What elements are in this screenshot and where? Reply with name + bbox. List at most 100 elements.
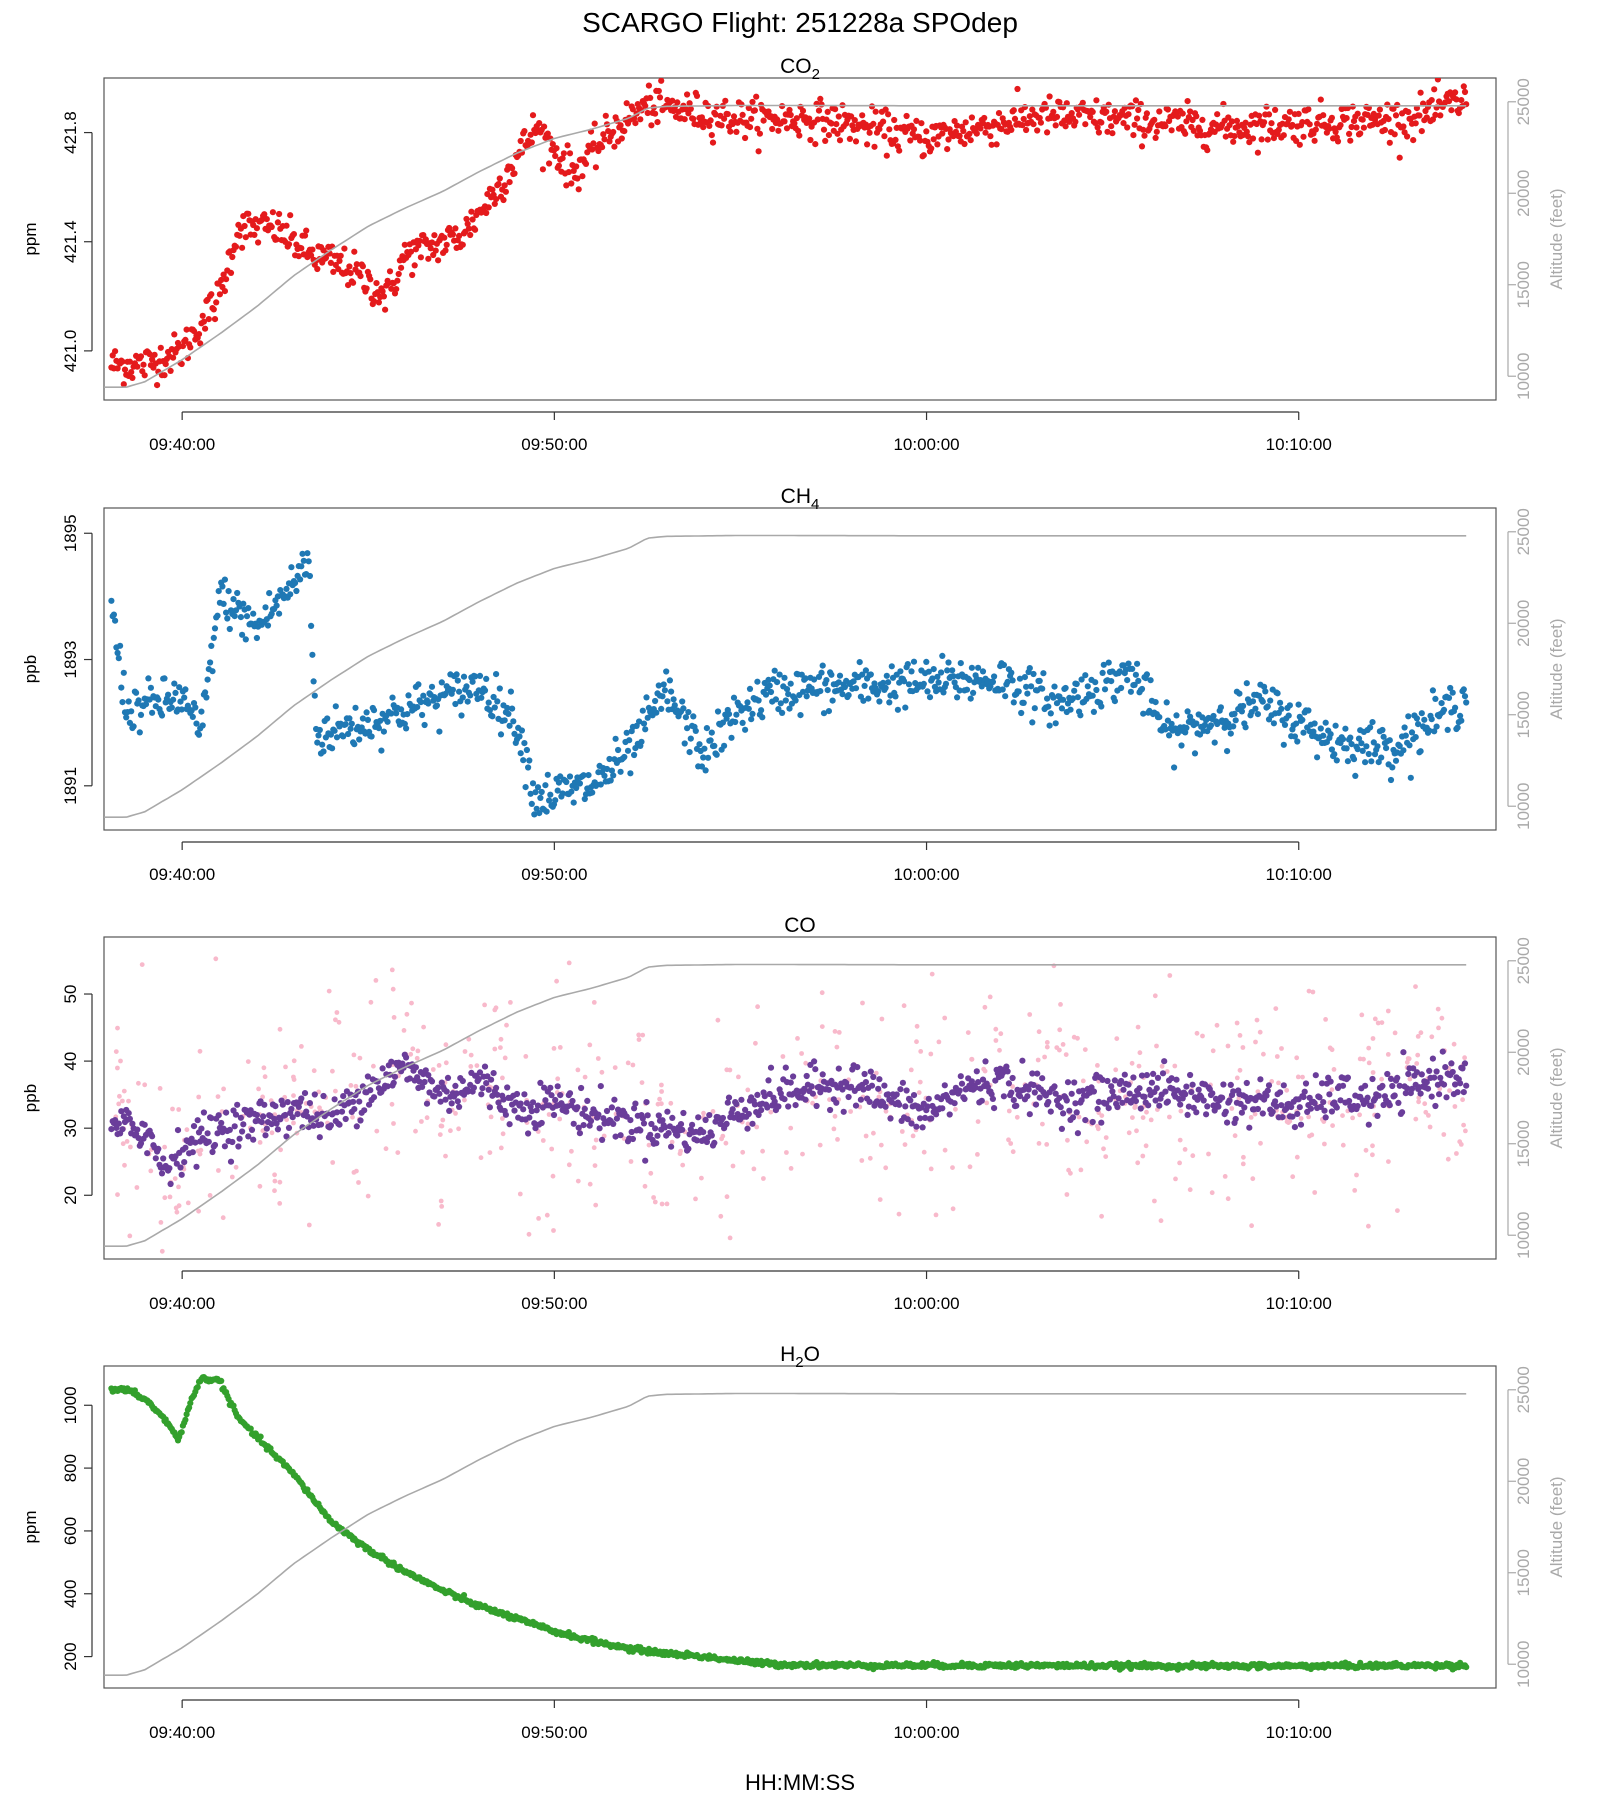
data-point <box>801 1085 808 1092</box>
raw-data-point <box>291 1093 296 1098</box>
altitude-axis-label: Altitude (feet) <box>1547 618 1566 719</box>
data-point <box>115 1120 122 1127</box>
data-point <box>597 781 604 788</box>
data-point <box>1196 731 1204 738</box>
raw-data-point <box>330 1068 335 1074</box>
data-point <box>476 1069 484 1076</box>
raw-data-point <box>1234 1075 1240 1081</box>
data-point <box>231 1123 238 1130</box>
raw-data-point <box>373 978 379 983</box>
data-point <box>452 700 459 708</box>
data-point <box>712 111 719 118</box>
data-point <box>917 137 924 144</box>
data-point <box>529 1099 537 1106</box>
data-point <box>1390 105 1397 112</box>
data-point <box>183 326 190 333</box>
data-point <box>1109 1088 1116 1095</box>
data-point <box>1440 1081 1448 1088</box>
raw-data-point <box>760 1148 765 1154</box>
data-point <box>1103 108 1110 115</box>
data-point <box>677 1121 685 1128</box>
data-point <box>705 754 712 761</box>
data-point <box>1052 720 1059 727</box>
data-point <box>1068 1090 1075 1097</box>
data-point <box>1380 1101 1387 1109</box>
raw-data-point <box>333 1017 338 1023</box>
raw-data-point <box>158 1220 164 1225</box>
data-point <box>639 1115 646 1122</box>
data-point <box>1021 674 1028 681</box>
raw-data-point <box>879 1016 885 1022</box>
data-point <box>1317 1103 1324 1110</box>
data-point <box>1030 670 1037 678</box>
data-point <box>693 1137 701 1144</box>
data-point <box>760 117 767 124</box>
data-point <box>568 180 575 187</box>
data-point <box>923 128 930 135</box>
data-point <box>1099 1076 1106 1083</box>
data-point <box>506 1121 513 1128</box>
altitude-tick-label: 25000 <box>1514 78 1533 125</box>
data-point <box>1277 699 1284 706</box>
data-point <box>859 112 866 119</box>
data-point <box>274 1126 281 1133</box>
data-point <box>612 735 619 742</box>
raw-data-point <box>350 1114 355 1120</box>
data-point <box>518 727 526 734</box>
data-point <box>1063 1097 1070 1104</box>
data-point <box>779 709 786 717</box>
altitude-tick-label: 25000 <box>1514 937 1533 984</box>
raw-data-point <box>272 1172 277 1178</box>
data-point <box>917 1115 924 1122</box>
data-point <box>1010 1097 1017 1104</box>
data-point <box>279 1101 286 1108</box>
y-tick-label: 1000 <box>61 1386 80 1424</box>
data-point <box>762 691 770 698</box>
data-point <box>182 1416 189 1423</box>
data-point <box>584 1097 591 1104</box>
data-point <box>288 564 295 571</box>
data-point <box>608 767 616 774</box>
data-point <box>590 140 597 147</box>
data-point <box>839 1086 846 1093</box>
data-point <box>511 730 518 738</box>
data-point <box>428 1078 436 1085</box>
raw-data-point <box>1044 1040 1050 1045</box>
raw-data-point <box>438 1198 444 1204</box>
altitude-tick-label: 25000 <box>1514 508 1533 555</box>
data-point <box>733 128 740 135</box>
raw-data-point <box>917 1079 923 1085</box>
data-point <box>224 615 231 622</box>
data-point <box>1105 101 1112 108</box>
data-point <box>442 1096 449 1103</box>
data-point <box>1252 705 1259 712</box>
data-point <box>574 1104 581 1111</box>
data-point <box>356 736 363 743</box>
data-point <box>255 239 262 246</box>
raw-data-point <box>504 1022 509 1028</box>
data-point <box>960 127 967 135</box>
data-point <box>119 1126 126 1133</box>
data-point <box>472 673 479 680</box>
data-point <box>861 682 868 690</box>
data-point <box>1387 776 1395 784</box>
data-point <box>835 113 842 120</box>
raw-data-point <box>1084 1139 1090 1145</box>
data-point <box>664 698 671 705</box>
data-point <box>1374 743 1381 750</box>
data-point <box>120 669 127 676</box>
data-point <box>1386 139 1393 146</box>
data-point <box>711 1139 718 1146</box>
data-point <box>258 1119 265 1126</box>
raw-data-point <box>1210 1048 1216 1054</box>
raw-data-point <box>443 1153 448 1159</box>
data-point <box>377 717 384 724</box>
data-point <box>1288 1103 1295 1111</box>
raw-data-point <box>1240 1045 1246 1050</box>
data-point <box>1154 1074 1162 1081</box>
data-point <box>425 700 432 707</box>
data-point <box>1211 739 1218 746</box>
data-point <box>1030 121 1037 128</box>
data-point <box>923 658 930 666</box>
data-point <box>978 683 985 690</box>
